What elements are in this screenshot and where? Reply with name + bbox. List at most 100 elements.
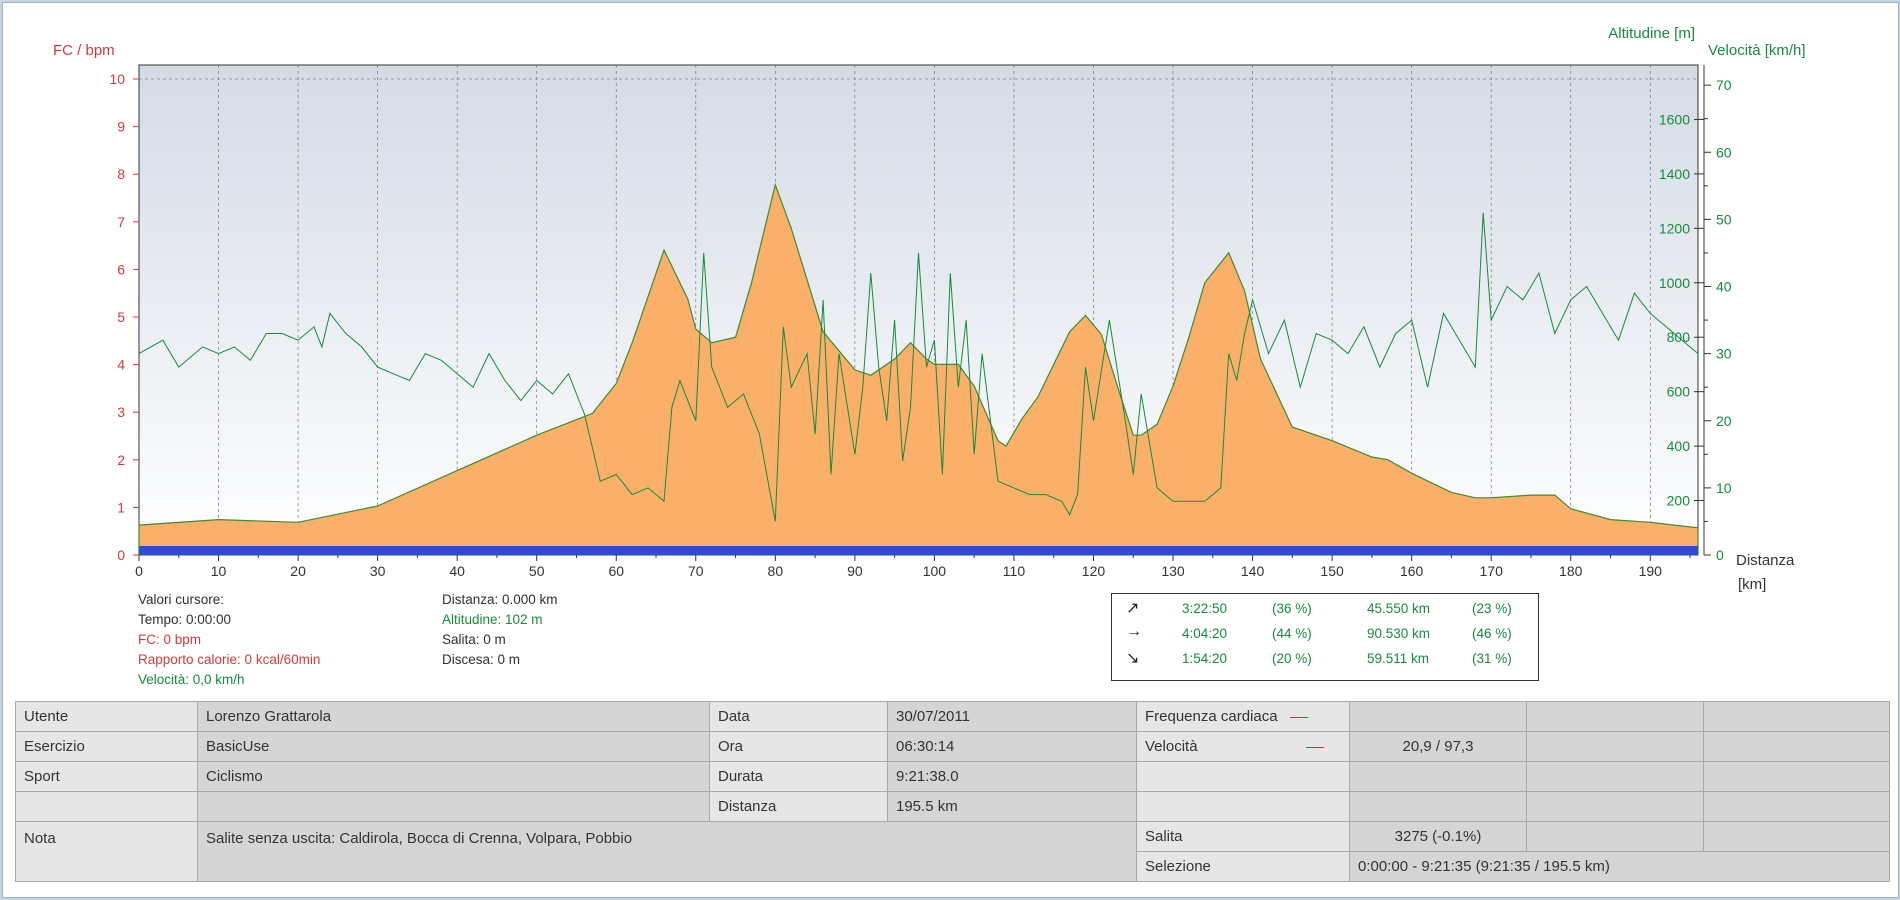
x-tick-label: 30 bbox=[370, 563, 386, 579]
speed-tick-label: 50 bbox=[1716, 211, 1732, 227]
cursor-distanza: Distanza: 0.000 km bbox=[442, 592, 558, 607]
speed-tick-label: 70 bbox=[1716, 77, 1732, 93]
speed-tick-label: 30 bbox=[1716, 346, 1732, 362]
x-tick-label: 0 bbox=[135, 563, 143, 579]
altitude-tick-label: 1000 bbox=[1659, 275, 1690, 291]
empty-cell bbox=[1526, 791, 1704, 822]
empty-cell bbox=[1703, 791, 1890, 822]
stats-distance-pct: (23 %) bbox=[1472, 601, 1512, 616]
x-tick-label: 40 bbox=[449, 563, 465, 579]
velocita-cell-2 bbox=[1526, 731, 1704, 762]
hr-tick-label: 3 bbox=[117, 404, 125, 420]
empty-cell bbox=[1703, 761, 1890, 792]
stats-time-pct: (20 %) bbox=[1272, 651, 1312, 666]
fc-cell-2 bbox=[1526, 701, 1704, 732]
left-axis-label: FC / bpm bbox=[53, 42, 115, 59]
salita-label: Salita bbox=[1136, 821, 1350, 852]
data-value: 30/07/2011 bbox=[887, 701, 1137, 732]
table-row: Selezione 0:00:00 - 9:21:35 (9:21:35 / 1… bbox=[16, 851, 1890, 882]
x-tick-label: 80 bbox=[768, 563, 784, 579]
x-tick-label: 130 bbox=[1161, 563, 1185, 579]
cursor-altitudine: Altitudine: 102 m bbox=[442, 612, 543, 627]
cursor-tempo: Tempo: 0:00:00 bbox=[138, 612, 232, 627]
velocita-value: 20,9 / 97,3 bbox=[1349, 731, 1527, 762]
speed-tick-label: 60 bbox=[1716, 144, 1732, 160]
x-axis-label-distanza: Distanza bbox=[1736, 552, 1795, 569]
altitude-tick-label: 1600 bbox=[1659, 111, 1690, 127]
altitude-tick-label: 1200 bbox=[1659, 220, 1690, 236]
cursor-title: Valori cursore: bbox=[138, 592, 225, 607]
fc-legend-swatch bbox=[1289, 716, 1308, 718]
velocita-cell-3 bbox=[1703, 731, 1890, 762]
exercise-info-table: Utente Lorenzo Grattarola Data 30/07/201… bbox=[15, 701, 1890, 882]
x-tick-label: 110 bbox=[1003, 563, 1026, 579]
hr-tick-label: 8 bbox=[117, 166, 125, 182]
speed-tick-label: 0 bbox=[1716, 547, 1724, 563]
table-row: Distanza 195.5 km bbox=[15, 791, 1890, 822]
altitude-tick-label: 600 bbox=[1667, 384, 1691, 400]
cursor-values-2: Distanza: 0.000 km Altitudine: 102 m Sal… bbox=[442, 590, 558, 670]
hr-tick-label: 0 bbox=[117, 547, 125, 563]
empty-cell bbox=[15, 791, 198, 822]
stats-distance-pct: (31 %) bbox=[1472, 651, 1512, 666]
ora-value: 06:30:14 bbox=[887, 731, 1137, 762]
selezione-label: Selezione bbox=[1136, 851, 1350, 882]
stats-distance-pct: (46 %) bbox=[1472, 626, 1512, 641]
ora-label: Ora bbox=[709, 731, 888, 762]
cursor-discesa: Discesa: 0 m bbox=[442, 652, 521, 667]
cursor-values: Valori cursore: Tempo: 0:00:00 FC: 0 bpm… bbox=[138, 590, 320, 690]
stats-time-pct: (36 %) bbox=[1272, 601, 1312, 616]
x-tick-label: 60 bbox=[608, 563, 624, 579]
altitude-tick-label: 1400 bbox=[1659, 166, 1690, 182]
fc-cell-3 bbox=[1703, 701, 1890, 732]
selezione-value: 0:00:00 - 9:21:35 (9:21:35 / 195.5 km) bbox=[1349, 851, 1890, 882]
stats-row-uphill: ↗ 3:22:50 (36 %) 45.550 km (23 %) bbox=[1112, 598, 1538, 622]
cursor-velocita: Velocità: 0,0 km/h bbox=[138, 672, 245, 687]
x-tick-label: 180 bbox=[1559, 563, 1583, 579]
hr-tick-label: 2 bbox=[117, 452, 125, 468]
speed-tick-label: 40 bbox=[1716, 279, 1732, 295]
cursor-calorie: Rapporto calorie: 0 kcal/60min bbox=[138, 652, 321, 667]
table-row: Esercizio BasicUse Ora 06:30:14 Velocità… bbox=[15, 731, 1890, 762]
velocita-legend: Velocità bbox=[1136, 731, 1350, 762]
empty-cell bbox=[1349, 761, 1527, 792]
hr-tick-label: 10 bbox=[109, 71, 125, 87]
esercizio-label: Esercizio bbox=[15, 731, 198, 762]
x-tick-label: 50 bbox=[529, 563, 545, 579]
altitude-tick-label: 200 bbox=[1667, 493, 1691, 509]
nota-value: Salite senza uscita: Caldirola, Bocca di… bbox=[197, 821, 1137, 882]
empty-cell bbox=[1349, 791, 1527, 822]
empty-cell bbox=[1526, 761, 1704, 792]
stats-row-downhill: ↘ 1:54:20 (20 %) 59.511 km (31 %) bbox=[1112, 648, 1538, 672]
stats-distance: 45.550 km bbox=[1367, 601, 1431, 616]
profile-chart[interactable]: FC / bpm Altitudine [m] Velocità [km/h] … bbox=[3, 3, 1898, 693]
arrow-up-right-icon: ↗ bbox=[1126, 600, 1140, 617]
x-tick-label: 140 bbox=[1241, 563, 1265, 579]
empty-cell bbox=[1136, 791, 1350, 822]
hr-tick-label: 6 bbox=[117, 261, 125, 277]
altitude-tick-label: 400 bbox=[1667, 438, 1691, 454]
x-tick-label: 70 bbox=[688, 563, 704, 579]
x-tick-label: 120 bbox=[1082, 563, 1106, 579]
x-tick-label: 160 bbox=[1400, 563, 1424, 579]
x-tick-label: 190 bbox=[1639, 563, 1663, 579]
x-tick-label: 100 bbox=[923, 563, 947, 579]
durata-value: 9:21:38.0 bbox=[887, 761, 1137, 792]
sport-value: Ciclismo bbox=[197, 761, 710, 792]
x-tick-label: 10 bbox=[211, 563, 227, 579]
data-label: Data bbox=[709, 701, 888, 732]
stats-time: 1:54:20 bbox=[1182, 651, 1228, 666]
fc-legend-label: Frequenza cardiaca bbox=[1145, 708, 1278, 725]
x-axis-label-km: [km] bbox=[1738, 576, 1766, 593]
altitude-area bbox=[138, 182, 1699, 556]
distanza-label: Distanza bbox=[709, 791, 888, 822]
altitude-tick-label: 800 bbox=[1667, 329, 1691, 345]
slope-stats-box: ↗ 3:22:50 (36 %) 45.550 km (23 %) → 4:04… bbox=[1111, 593, 1539, 681]
table-row: Sport Ciclismo Durata 9:21:38.0 bbox=[15, 761, 1890, 792]
empty-cell bbox=[1703, 821, 1890, 852]
hr-tick-label: 9 bbox=[117, 119, 125, 135]
sport-label: Sport bbox=[15, 761, 198, 792]
stats-distance: 59.511 km bbox=[1367, 651, 1430, 666]
empty-cell bbox=[1526, 821, 1704, 852]
